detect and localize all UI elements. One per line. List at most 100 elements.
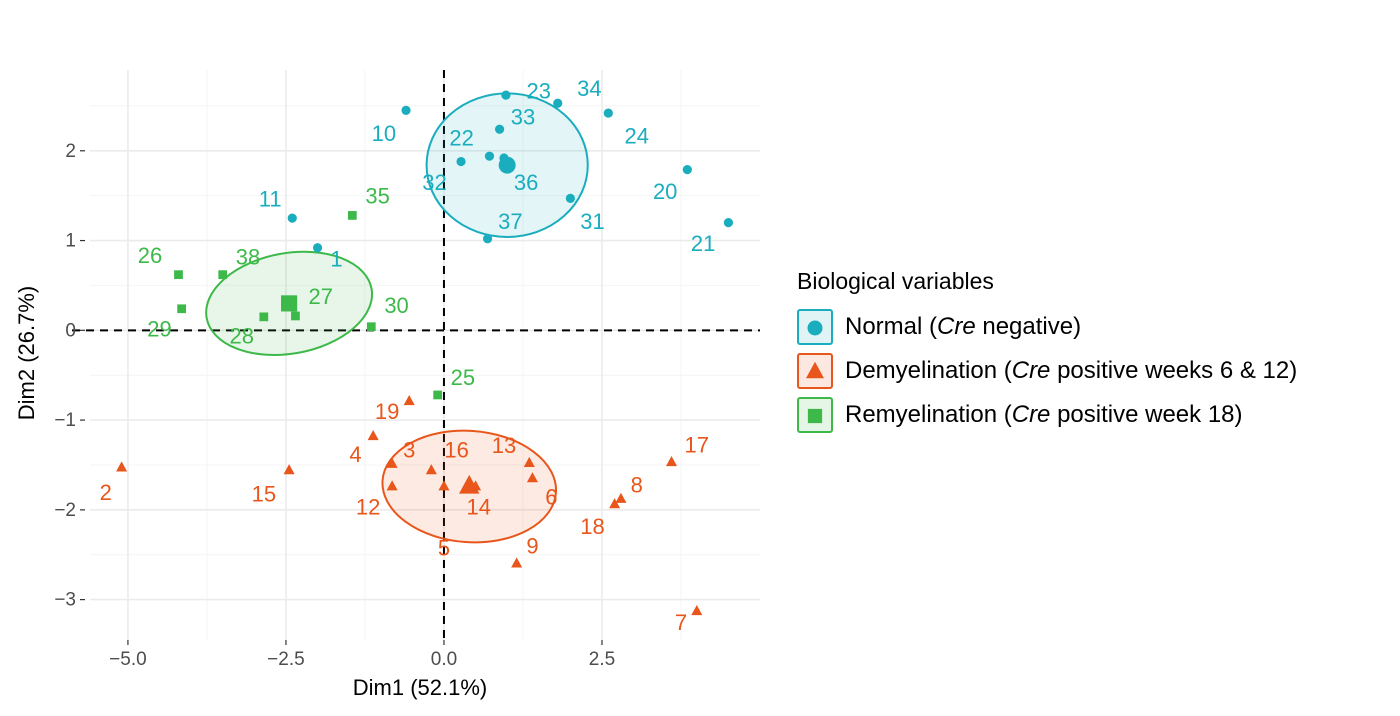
x-tick-label: 2.5 [589,649,615,670]
normal-point-23 [501,90,511,100]
normal-centroid [498,156,516,174]
demyelination-point-8 [615,492,627,503]
x-tick-label: −5.0 [109,649,147,670]
demyelination-point-16 [425,464,437,475]
legend: Biological variables Normal (Cre negativ… [797,268,1297,437]
y-axis-title: Dim2 (26.7%) [14,286,39,420]
point-label-5: 5 [438,536,450,561]
point-label-2: 2 [100,480,112,505]
x-axis-ticks: −5.0 −2.5 0.0 2.5 [109,640,615,670]
point-label-16: 16 [444,438,468,463]
normal-point-32 [484,151,495,161]
point-label-32: 32 [422,170,446,195]
remyelination-centroid [281,295,298,312]
normal-point-10 [401,105,411,115]
demyelination-point-4 [367,429,379,441]
demyelination-point-6 [526,472,538,483]
x-tick-label: −2.5 [267,649,305,670]
normal-legend-key-icon [797,309,833,345]
legend-label-demyelination: Demyelination (Cre positive weeks 6 & 12… [845,357,1298,384]
point-label-29: 29 [147,317,171,342]
remyelination-point-29 [177,304,187,314]
normal-point-22 [456,156,466,167]
point-label-4: 4 [349,442,361,467]
point-label-3: 3 [403,438,415,463]
point-label-24: 24 [625,124,649,149]
demyelination-point-13 [523,456,535,468]
demyelination-point-15 [283,464,295,475]
remyelination-point-26 [174,270,183,280]
demyelination-centroid [459,474,480,494]
point-label-35: 35 [365,184,389,209]
point-label-8: 8 [631,473,643,498]
demyelination-point-9 [511,557,523,568]
point-label-36: 36 [514,170,538,195]
point-label-23: 23 [527,79,551,104]
remyelination-point-30 [366,322,376,332]
y-axis-ticks: −3 −2 −1 0 1 2 [54,141,85,611]
point-label-26: 26 [138,243,162,268]
point-label-28: 28 [229,324,253,349]
remyelination-point-25 [433,390,443,400]
data-points [116,90,733,616]
normal-point-37 [482,234,493,244]
point-label-30: 30 [384,293,408,318]
point-label-9: 9 [526,534,538,559]
legend-label-remyelination: Remyelination (Cre positive week 18) [845,401,1243,428]
point-label-12: 12 [356,494,380,519]
point-label-7: 7 [675,610,687,635]
y-tick-label: 2 [65,141,76,162]
demyelination-point-5 [438,480,450,491]
normal-point-24 [603,108,613,118]
y-tick-label: −1 [54,410,76,431]
legend-item-demyelination: Demyelination (Cre positive weeks 6 & 12… [797,349,1297,393]
legend-items: Normal (Cre negative) Demyelination (Cre … [797,305,1297,437]
remyelination-legend-key-icon [797,397,833,433]
remyelination-point-28 [259,312,269,322]
remyelination-point-38 [218,270,228,280]
demyelination-point-2 [116,461,128,472]
normal-point-11 [287,213,297,223]
reference-lines [72,70,760,640]
y-tick-label: −2 [54,500,76,521]
normal-point-21 [723,217,733,228]
grid-minor [90,70,760,640]
point-label-11: 11 [259,186,282,211]
normal-point-33 [494,124,505,134]
y-tick-label: −3 [54,590,76,611]
demyelination-point-7 [691,605,703,616]
legend-item-remyelination: Remyelination (Cre positive week 18) [797,393,1297,437]
point-label-13: 13 [492,433,516,458]
point-label-10: 10 [372,121,396,146]
point-label-25: 25 [451,365,475,390]
demyelination-point-3 [386,457,398,468]
remyelination-point-35 [347,211,357,220]
point-label-18: 18 [580,514,604,539]
point-label-17: 17 [685,432,709,457]
normal-point-34 [553,98,563,108]
point-label-14: 14 [466,494,490,519]
point-label-1: 1 [330,247,342,272]
point-label-21: 21 [691,231,715,256]
remyelination-legend-glyph [807,408,823,424]
demyelination-legend-key-icon [797,353,833,389]
normal-point-1 [312,243,323,253]
point-label-38: 38 [236,245,260,270]
remyelination-point-27 [291,311,300,321]
legend-item-normal: Normal (Cre negative) [797,305,1297,349]
x-tick-label: 0.0 [431,649,457,670]
point-label-6: 6 [545,484,557,509]
point-label-20: 20 [653,179,677,204]
normal-point-20 [682,165,692,175]
point-label-19: 19 [375,399,399,424]
point-label-27: 27 [308,284,332,309]
demyelination-point-19 [403,394,415,406]
legend-title: Biological variables [797,268,994,294]
demyelination-point-18 [609,498,621,509]
legend-label-normal: Normal (Cre negative) [845,313,1082,340]
point-label-15: 15 [252,482,276,507]
normal-legend-glyph [807,320,823,336]
point-label-33: 33 [511,105,535,130]
